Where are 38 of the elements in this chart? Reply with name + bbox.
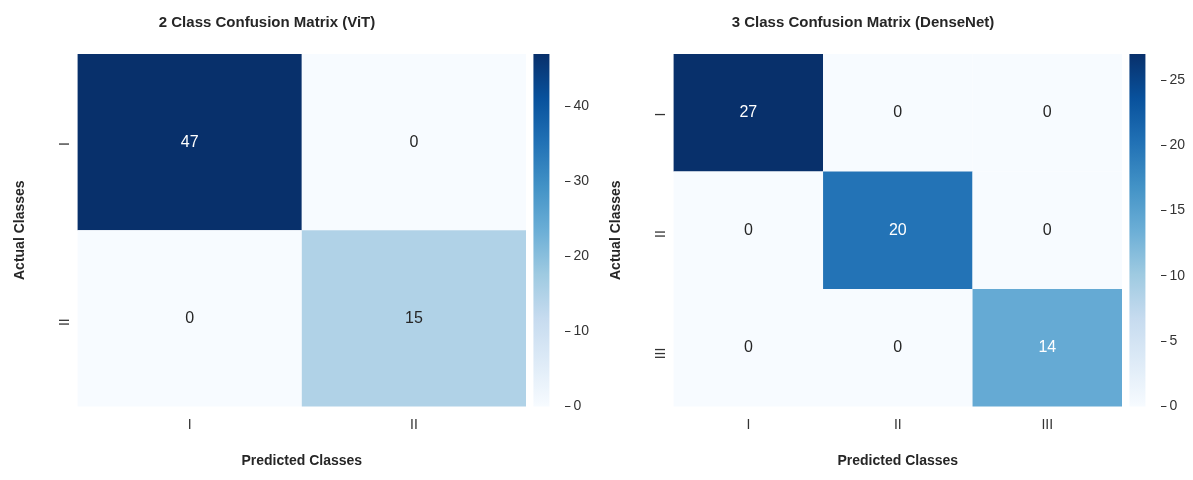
color-bar-label: 10	[573, 322, 590, 339]
data-label: 20	[888, 220, 907, 238]
color-bar-label: 15	[1169, 201, 1186, 218]
color-bar-label: 30	[573, 172, 590, 189]
color-bar-label: 20	[573, 247, 590, 264]
y-tick-label: III	[652, 347, 669, 360]
x-tick-label: I	[746, 415, 751, 432]
data-label: 15	[405, 308, 423, 326]
data-label: 0	[1042, 103, 1052, 121]
chart-title: 3 Class Confusion Matrix (DenseNet)	[731, 13, 995, 31]
color-bar-label: 40	[573, 97, 590, 114]
data-label: 27	[739, 103, 758, 121]
x-tick-label: III	[1041, 415, 1054, 432]
color-bar-label: 25	[1169, 70, 1186, 87]
color-bar-label: 0	[573, 397, 582, 414]
x-axis-title: Predicted Classes	[241, 452, 363, 469]
data-label: 0	[409, 132, 419, 150]
color-bar-label: 20	[1169, 136, 1186, 153]
y-axis-title: Actual Classes	[607, 180, 624, 280]
color-bar-label: 0	[1169, 397, 1178, 414]
y-axis-title: Actual Classes	[11, 180, 28, 280]
data-label: 0	[743, 338, 753, 356]
data-label: 0	[893, 103, 903, 121]
y-tick-label: I	[652, 112, 669, 117]
data-label: 0	[743, 220, 753, 238]
x-tick-label: II	[893, 415, 902, 432]
x-tick-label: I	[187, 415, 192, 432]
data-label: 0	[185, 308, 195, 326]
x-tick-label: II	[410, 415, 418, 432]
color-bar-label: 10	[1169, 266, 1186, 283]
data-label: 14	[1038, 338, 1057, 356]
data-label: 0	[1042, 220, 1052, 238]
data-label: 47	[180, 132, 199, 150]
chart-title: 2 Class Confusion Matrix (ViT)	[158, 13, 376, 31]
data-label: 0	[893, 338, 903, 356]
y-tick-label: II	[652, 230, 669, 238]
color-bar-label: 5	[1169, 332, 1178, 348]
x-axis-title: Predicted Classes	[837, 452, 959, 469]
